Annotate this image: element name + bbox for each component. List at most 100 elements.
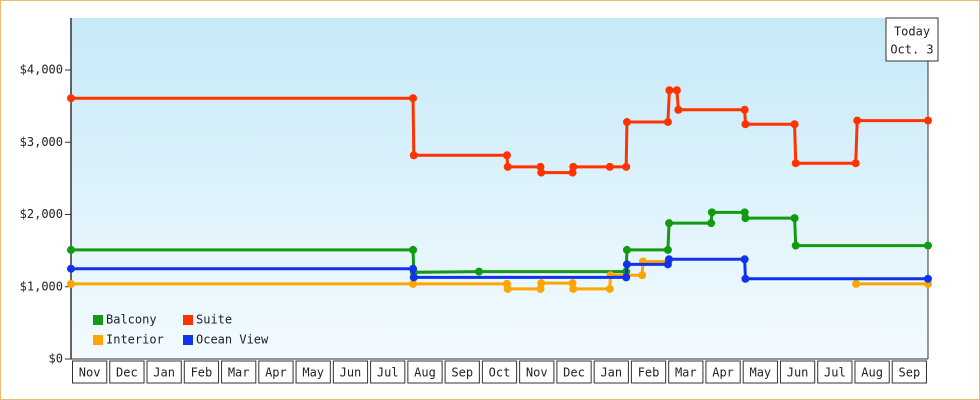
data-point xyxy=(672,86,681,95)
x-tick-cell xyxy=(407,360,443,384)
data-point xyxy=(638,271,647,280)
x-tick-label: Sep xyxy=(899,366,921,380)
x-tick-label: Nov xyxy=(79,366,101,380)
data-point xyxy=(741,214,750,223)
x-tick-cell xyxy=(742,360,778,384)
legend-swatch xyxy=(183,335,193,345)
data-point xyxy=(605,162,614,171)
legend-swatch xyxy=(93,315,103,325)
legend-label: Balcony xyxy=(106,313,157,327)
data-point xyxy=(791,159,800,168)
x-tick-label: Feb xyxy=(638,366,660,380)
legend-label: Suite xyxy=(196,313,232,327)
annotation-text: Today xyxy=(894,25,930,39)
data-point xyxy=(740,105,749,114)
data-point xyxy=(790,214,799,223)
data-point xyxy=(409,273,418,282)
data-point xyxy=(409,245,418,254)
data-point xyxy=(791,241,800,250)
x-tick-cell xyxy=(519,360,555,384)
data-point xyxy=(67,94,75,103)
data-point xyxy=(622,273,631,282)
y-tick-label: $1,000 xyxy=(20,279,63,293)
data-point xyxy=(674,105,683,114)
x-tick-label: Feb xyxy=(191,366,213,380)
legend-label: Interior xyxy=(106,333,164,347)
x-tick-cell xyxy=(779,360,816,384)
x-tick-label: Jun xyxy=(787,366,809,380)
x-tick-cell xyxy=(668,360,704,384)
data-point xyxy=(569,162,578,171)
x-tick-label: Jun xyxy=(340,366,362,380)
x-tick-label: Dec xyxy=(116,366,138,380)
data-point xyxy=(409,279,418,288)
data-point xyxy=(665,255,674,264)
data-point xyxy=(924,274,932,283)
x-tick-cell xyxy=(183,360,220,384)
y-tick-label: $0 xyxy=(49,352,63,366)
x-tick-label: Aug xyxy=(861,366,883,380)
x-tick-cell xyxy=(146,360,182,384)
data-point xyxy=(741,274,750,283)
data-point xyxy=(605,284,614,293)
data-point xyxy=(924,241,932,250)
x-tick-cell xyxy=(817,360,853,384)
data-point xyxy=(741,120,750,129)
x-tick-label: Jan xyxy=(153,366,175,380)
data-point xyxy=(67,264,75,273)
data-point xyxy=(740,255,749,264)
data-point xyxy=(409,264,418,273)
data-point xyxy=(503,162,512,171)
x-tick-cell xyxy=(481,360,518,384)
x-tick-cell xyxy=(891,360,928,384)
x-tick-cell xyxy=(854,360,890,384)
y-tick-label: $4,000 xyxy=(20,63,63,77)
x-tick-cell xyxy=(109,360,145,384)
x-tick-cell xyxy=(444,360,480,384)
data-point xyxy=(475,267,484,276)
x-tick-cell xyxy=(332,360,369,384)
x-tick-label: Mar xyxy=(228,366,250,380)
data-point xyxy=(503,284,512,293)
x-tick-label: Jan xyxy=(600,366,622,380)
data-point xyxy=(537,168,546,177)
legend-swatch xyxy=(183,315,193,325)
x-tick-label: Dec xyxy=(563,366,585,380)
y-tick-label: $3,000 xyxy=(20,135,63,149)
x-tick-label: May xyxy=(749,366,771,380)
data-point xyxy=(622,245,631,254)
data-point xyxy=(852,279,861,288)
x-tick-cell xyxy=(258,360,294,384)
data-point xyxy=(409,94,418,103)
x-tick-label: Apr xyxy=(265,366,287,380)
x-tick-label: Jul xyxy=(377,366,399,380)
data-point xyxy=(67,245,75,254)
data-point xyxy=(663,245,672,254)
x-tick-cell xyxy=(370,360,406,384)
x-tick-cell xyxy=(556,360,592,384)
data-point xyxy=(851,159,860,168)
data-point xyxy=(622,162,631,171)
data-point xyxy=(409,151,418,160)
legend-label: Ocean View xyxy=(196,333,269,347)
data-point xyxy=(853,116,862,125)
plot-area xyxy=(71,18,928,359)
data-point xyxy=(663,118,672,127)
data-point xyxy=(707,208,716,217)
y-tick-label: $2,000 xyxy=(20,207,63,221)
data-point xyxy=(67,279,75,288)
x-tick-label: Sep xyxy=(451,366,473,380)
x-tick-cell xyxy=(593,360,629,384)
data-point xyxy=(665,86,674,95)
x-tick-label: Nov xyxy=(526,366,548,380)
x-tick-cell xyxy=(630,360,667,384)
x-tick-cell xyxy=(72,360,108,384)
data-point xyxy=(569,284,578,293)
data-point xyxy=(924,116,932,125)
annotation-box xyxy=(885,17,939,62)
data-point xyxy=(665,219,674,228)
series-line xyxy=(71,257,928,281)
x-tick-label: Oct xyxy=(489,366,511,380)
x-tick-label: May xyxy=(302,366,324,380)
